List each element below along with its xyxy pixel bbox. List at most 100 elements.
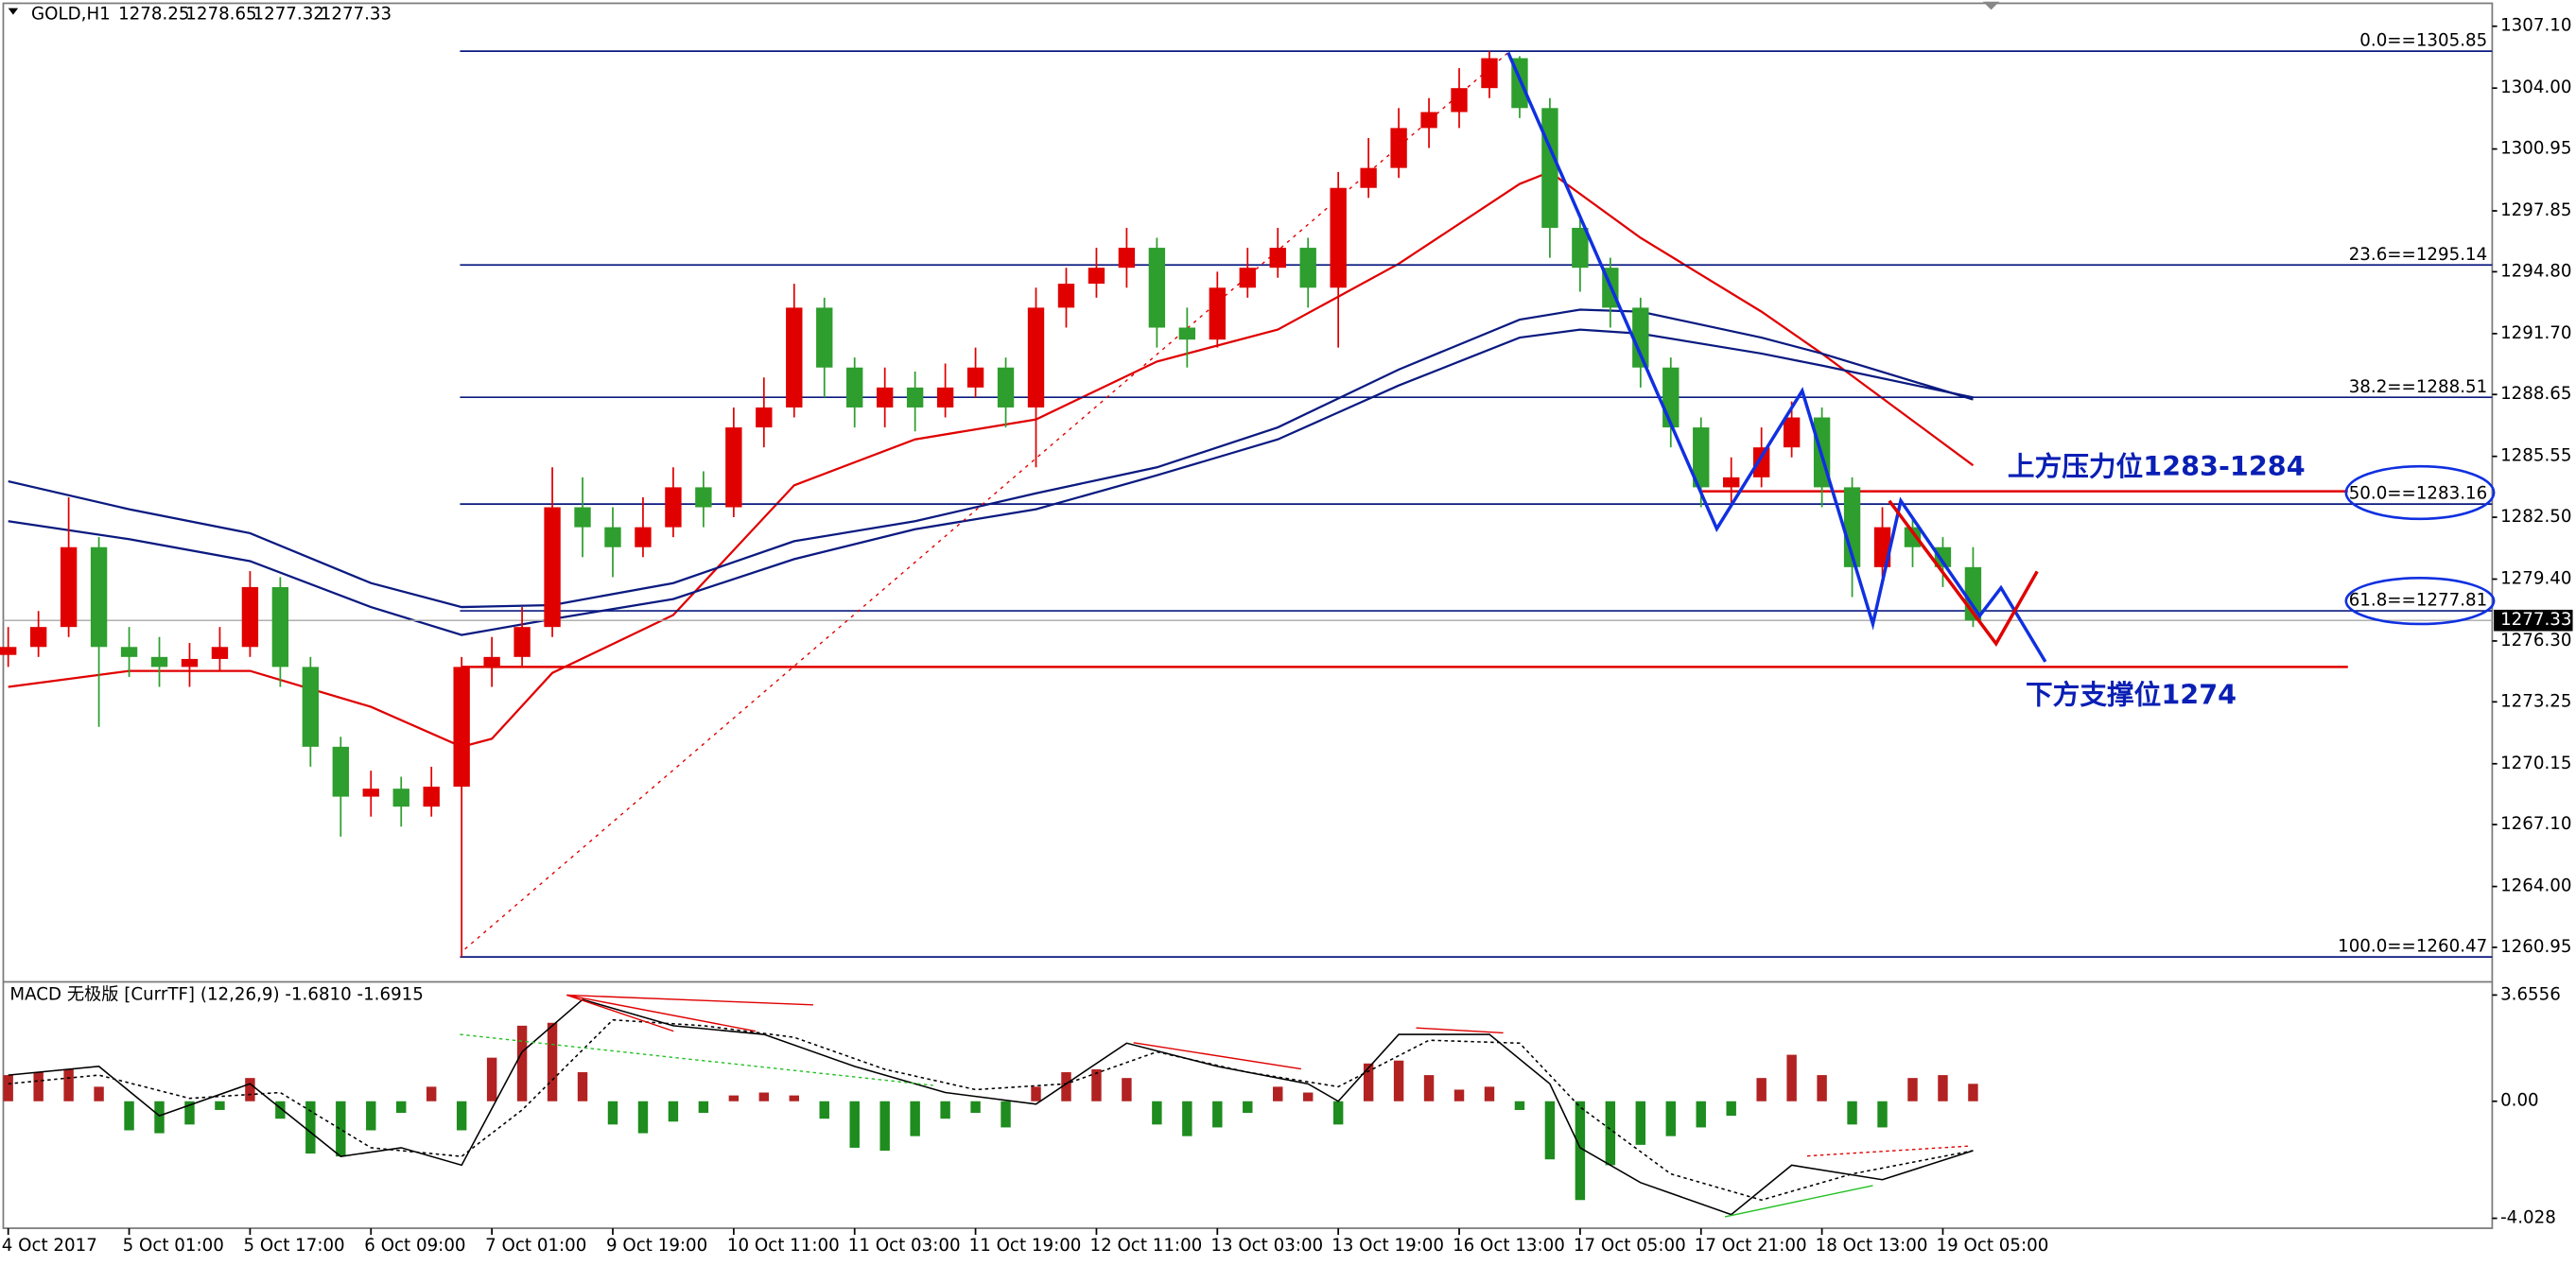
candle-body bbox=[120, 647, 138, 657]
candle-body bbox=[1360, 167, 1377, 188]
macd-bar bbox=[1847, 1101, 1857, 1125]
candle-body bbox=[1239, 268, 1256, 288]
macd-bar bbox=[940, 1101, 950, 1119]
candle-body bbox=[725, 427, 742, 508]
macd-bar bbox=[1001, 1101, 1011, 1128]
wave-projection-alt bbox=[1888, 499, 2039, 647]
candle-body bbox=[1752, 447, 1770, 477]
y-tick-label: 3.6556 bbox=[2500, 984, 2561, 1004]
divergence-line bbox=[460, 1033, 933, 1086]
macd-bar bbox=[1091, 1068, 1102, 1101]
macd-bar bbox=[849, 1101, 860, 1148]
candle-body bbox=[150, 656, 168, 668]
macd-bar bbox=[1031, 1086, 1041, 1101]
candle-body bbox=[1178, 327, 1196, 340]
macd-title: MACD 无极版 [CurrTF] (12,26,9) -1.6810 -1.6… bbox=[9, 984, 423, 1004]
x-tick-label: 11 Oct 03:00 bbox=[848, 1236, 961, 1256]
macd-bar bbox=[668, 1101, 679, 1122]
y-tick-label: 1276.30 bbox=[2500, 631, 2571, 650]
macd-bar bbox=[758, 1092, 770, 1101]
macd-bar bbox=[1061, 1072, 1071, 1101]
macd-bar bbox=[305, 1101, 316, 1154]
divergence-line bbox=[1806, 1145, 1969, 1157]
macd-bar bbox=[728, 1095, 740, 1101]
macd-bar bbox=[1363, 1063, 1374, 1101]
fib-label: 23.6==1295.14 bbox=[2349, 245, 2487, 265]
candle-body bbox=[483, 656, 500, 668]
macd-bar bbox=[94, 1086, 104, 1101]
last-price-box bbox=[2494, 609, 2573, 632]
x-tick-label: 9 Oct 19:00 bbox=[606, 1236, 707, 1256]
resistance-note: 上方压力位1283-1284 bbox=[2008, 450, 2306, 482]
candle-body bbox=[574, 507, 591, 528]
x-tick-label: 12 Oct 11:00 bbox=[1089, 1236, 1202, 1256]
candle-body bbox=[997, 367, 1015, 408]
macd-bar bbox=[819, 1101, 829, 1119]
macd-bar bbox=[486, 1057, 497, 1101]
menu-triangle bbox=[8, 8, 19, 15]
candle-body bbox=[0, 647, 17, 655]
candle-body bbox=[1057, 284, 1075, 308]
candle-body bbox=[29, 627, 47, 648]
fib-label: 0.0==1305.85 bbox=[2359, 31, 2487, 51]
macd-bar bbox=[1817, 1075, 1827, 1101]
candle-body bbox=[756, 407, 773, 428]
y-tick-label: 1304.00 bbox=[2500, 78, 2571, 97]
macd-bar bbox=[1605, 1101, 1616, 1166]
macd-bar bbox=[1696, 1101, 1706, 1128]
y-tick-label: 1297.85 bbox=[2500, 200, 2571, 220]
y-tick-label: 1279.40 bbox=[2500, 569, 2571, 589]
x-tick-label: 18 Oct 13:00 bbox=[1816, 1236, 1928, 1256]
macd-bar bbox=[607, 1101, 618, 1125]
macd-bar bbox=[1212, 1101, 1223, 1128]
macd-bar bbox=[63, 1068, 74, 1101]
wave-projection bbox=[1506, 51, 2047, 663]
candle-body bbox=[453, 667, 470, 788]
candle-body bbox=[90, 546, 108, 648]
y-tick-label: 1260.95 bbox=[2500, 937, 2571, 957]
candle-body bbox=[876, 387, 894, 408]
candle-body bbox=[1088, 268, 1105, 285]
macd-bar bbox=[3, 1075, 13, 1101]
candle-body bbox=[513, 627, 531, 657]
header-high: 1278.65 bbox=[185, 5, 256, 25]
y-tick-label: 1307.10 bbox=[2500, 16, 2571, 36]
plot-frame bbox=[2, 2, 2494, 1229]
macd-bar bbox=[1907, 1078, 1918, 1101]
divergence-line bbox=[1724, 1185, 1873, 1218]
macd-bar bbox=[1575, 1101, 1586, 1201]
macd-bar bbox=[336, 1101, 346, 1157]
macd-bar bbox=[275, 1101, 286, 1119]
macd-bar bbox=[215, 1101, 225, 1110]
candle-body bbox=[1299, 248, 1316, 288]
candle-layer bbox=[0, 51, 1982, 958]
macd-bar bbox=[1514, 1101, 1525, 1110]
header-low: 1277.32 bbox=[253, 5, 324, 25]
macd-bar bbox=[637, 1101, 649, 1134]
macd-bar bbox=[879, 1101, 890, 1151]
y-tick-label: 1267.10 bbox=[2500, 814, 2571, 834]
candle-body bbox=[816, 307, 833, 368]
axes-layer: 1307.10 1304.00 1300.95 1297.85 1294.80 1291.… bbox=[2, 16, 2573, 1256]
symbol: GOLD,H1 bbox=[31, 5, 111, 25]
candle-body bbox=[423, 787, 440, 807]
fib-label: 50.0==1283.16 bbox=[2349, 484, 2487, 504]
macd-bar bbox=[1302, 1092, 1314, 1101]
candle-body bbox=[211, 647, 229, 659]
x-tick-label: 5 Oct 17:00 bbox=[243, 1236, 344, 1256]
candle-body bbox=[1420, 112, 1437, 129]
candle-body bbox=[966, 367, 984, 388]
x-tick-label: 4 Oct 2017 bbox=[2, 1236, 97, 1256]
macd-bar bbox=[1938, 1075, 1948, 1101]
x-tick-label: 10 Oct 11:00 bbox=[727, 1236, 840, 1256]
x-tick-label: 7 Oct 01:00 bbox=[485, 1236, 586, 1256]
y-tick-label: 1291.70 bbox=[2500, 323, 2571, 343]
candle-body bbox=[1541, 108, 1558, 228]
y-tick-label: 1300.95 bbox=[2500, 139, 2571, 159]
macd-bar bbox=[789, 1095, 799, 1101]
candle-body bbox=[936, 387, 954, 408]
shift-marker bbox=[1982, 1, 2000, 10]
highlight-ellipse bbox=[2344, 464, 2496, 521]
candle-body bbox=[332, 746, 349, 797]
